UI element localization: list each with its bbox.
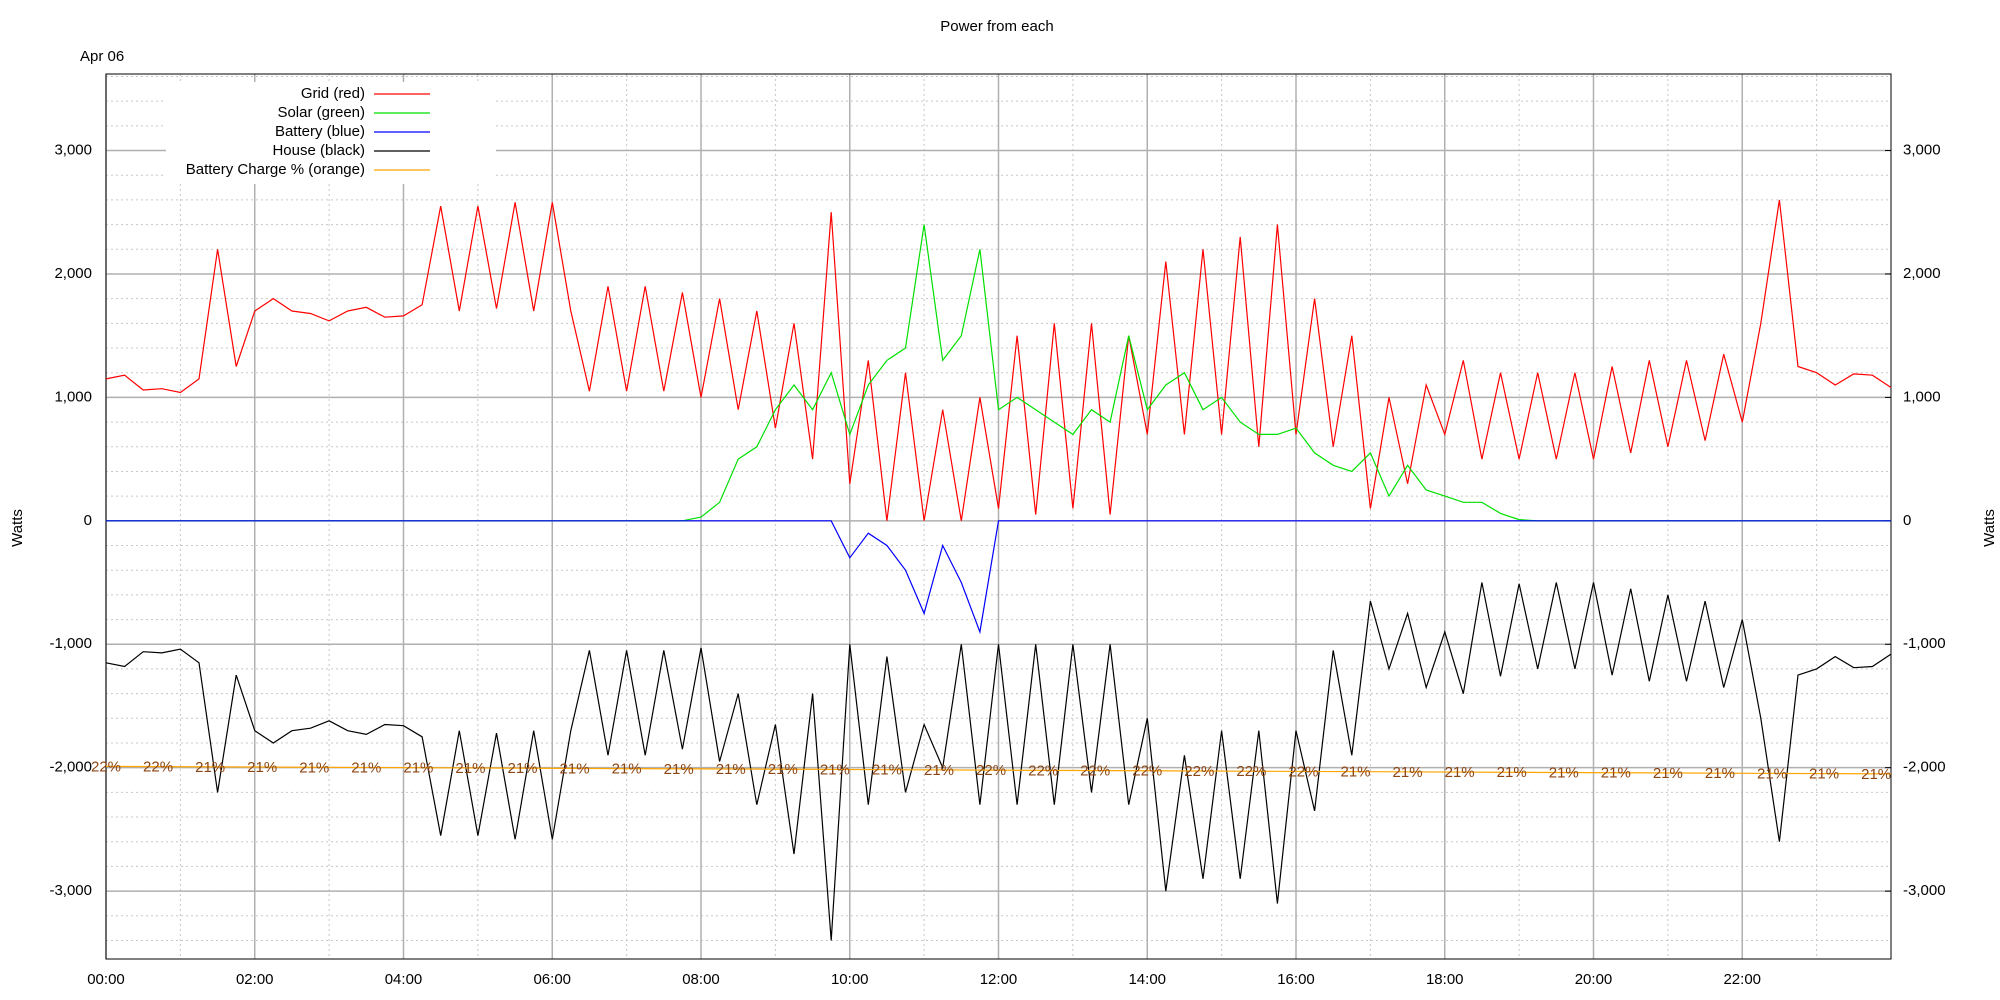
series-line [105,765,1892,775]
x-tick-label: 08:00 [682,971,720,988]
charge-label: 21% [351,759,381,776]
charge-label: 22% [1236,763,1266,780]
charge-label: 21% [1809,766,1839,783]
legend-label: House (black) [272,142,365,159]
y2-tick-label: 1,000 [1903,388,1941,405]
x-tick-label: 10:00 [831,971,869,988]
x-tick-label: 16:00 [1277,971,1315,988]
x-tick-label: 00:00 [87,971,125,988]
charge-label: 22% [976,762,1006,779]
legend-label: Solar (green) [277,104,365,121]
charge-label: 21% [612,761,642,778]
y2-tick-label: 0 [1903,512,1911,529]
legend-background [166,82,496,184]
charge-label: 21% [1340,764,1370,781]
charge-label: 21% [1757,765,1787,782]
charge-label: 21% [1653,765,1683,782]
x-tick-label: 18:00 [1426,971,1464,988]
legend-label: Battery (blue) [275,123,365,140]
x-tick-label: 02:00 [236,971,274,988]
charge-label: 21% [872,762,902,779]
charge-label: 22% [1080,763,1110,780]
charge-label: 22% [1028,762,1058,779]
charge-label: 21% [716,761,746,778]
y-tick-label: 3,000 [54,141,92,158]
charge-label: 21% [924,762,954,779]
y2-tick-label: -1,000 [1903,635,1946,652]
legend-label: Grid (red) [301,85,365,102]
y-tick-label: -1,000 [49,635,92,652]
charge-label: 21% [403,760,433,777]
charge-label: 21% [1445,764,1475,781]
charge-label: 21% [768,761,798,778]
charge-label: 21% [1601,765,1631,782]
y2-tick-label: -2,000 [1903,759,1946,776]
x-tick-label: 14:00 [1128,971,1166,988]
charge-label: 21% [195,759,225,776]
charge-label: 21% [455,760,485,777]
legend-label: Battery Charge % (orange) [186,161,365,178]
series-line [105,199,1892,521]
x-tick-label: 20:00 [1575,971,1613,988]
y-tick-label: 2,000 [54,265,92,282]
charge-label: 21% [1705,765,1735,782]
x-tick-label: 12:00 [980,971,1018,988]
charge-label: 21% [1549,764,1579,781]
charge-label: 21% [664,761,694,778]
charge-label: 21% [247,759,277,776]
x-tick-label: 06:00 [533,971,571,988]
date-label: Apr 06 [80,48,124,65]
x-tick-label: 04:00 [385,971,423,988]
charge-label: 21% [507,760,537,777]
charge-label: 21% [299,759,329,776]
series-line [106,520,1891,635]
series-line [105,582,1892,941]
charge-label: 21% [1861,766,1891,783]
chart-title: Power from each [940,18,1053,35]
y-axis-label: Watts [9,509,26,547]
charge-label: 22% [1132,763,1162,780]
charge-label: 21% [820,761,850,778]
y-tick-label: -3,000 [49,882,92,899]
y-tick-label: 0 [84,512,92,529]
charge-label: 21% [1497,764,1527,781]
y-tick-label: 1,000 [54,388,92,405]
y-tick-label: -2,000 [49,759,92,776]
charge-label: 21% [1393,764,1423,781]
y2-tick-label: 2,000 [1903,265,1941,282]
x-tick-label: 22:00 [1723,971,1761,988]
charge-label: 22% [143,759,173,776]
charge-label: 22% [91,758,121,775]
charge-label: 22% [1184,763,1214,780]
y2-tick-label: -3,000 [1903,882,1946,899]
y2-tick-label: 3,000 [1903,141,1941,158]
charge-label: 22% [1288,763,1318,780]
charge-label: 21% [560,760,590,777]
plot-border [105,73,1892,960]
y2-axis-label: Watts [1981,509,1998,547]
